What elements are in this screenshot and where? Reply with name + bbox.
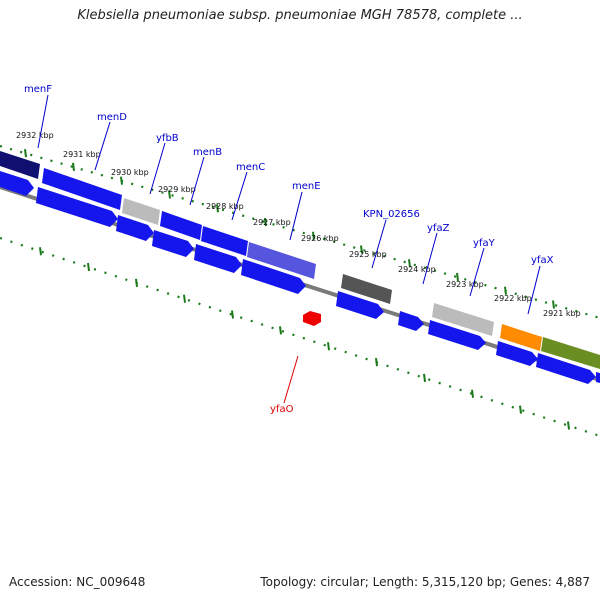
- map-title: Klebsiella pneumoniae subsp. pneumoniae …: [77, 8, 523, 23]
- gene-yfbB[interactable]: [122, 198, 160, 225]
- major-tick: [72, 162, 75, 172]
- gene-r11[interactable]: [536, 353, 596, 384]
- major-tick: [168, 190, 171, 199]
- gene-r5[interactable]: [194, 244, 242, 273]
- accession-text: Accession: NC_009648: [9, 575, 146, 589]
- gene-r8[interactable]: [398, 311, 424, 331]
- gene-r2[interactable]: [36, 187, 118, 227]
- major-tick: [264, 217, 267, 227]
- gene-r1[interactable]: [0, 171, 34, 196]
- major-tick: [183, 294, 186, 303]
- kbp-tick-label: 2927 kbp: [253, 218, 291, 227]
- gene-menB[interactable]: [160, 211, 202, 240]
- gene-yfaZ-grey[interactable]: [432, 303, 494, 336]
- gene-olive[interactable]: [541, 337, 600, 369]
- kbp-tick-label: 2929 kbp: [158, 185, 196, 194]
- kbp-tick-label: 2925 kbp: [349, 250, 387, 259]
- label-menB: menB: [193, 147, 222, 158]
- gene-r9[interactable]: [428, 320, 486, 350]
- kbp-tick-label: 2924 kbp: [398, 265, 436, 274]
- label-yfaY: yfaY: [473, 238, 496, 249]
- label-leader-lines: [37, 94, 541, 404]
- label-yfaX: yfaX: [531, 255, 554, 266]
- forward-strand-genes: [0, 151, 600, 369]
- genome-summary-text: Topology: circular; Length: 5,315,120 bp…: [260, 575, 590, 589]
- major-ticks: [24, 149, 570, 430]
- major-tick: [231, 310, 234, 319]
- gene-r12[interactable]: [596, 372, 600, 383]
- kbp-tick-label: 2922 kbp: [494, 294, 532, 303]
- major-tick: [279, 326, 282, 335]
- major-tick: [135, 278, 138, 288]
- major-tick: [327, 342, 330, 351]
- label-yfaZ: yfaZ: [427, 223, 450, 234]
- reverse-strand-genes: [0, 171, 600, 384]
- major-tick: [360, 245, 363, 254]
- major-tick: [39, 247, 42, 256]
- gene-menE[interactable]: [247, 242, 316, 279]
- gene-menF[interactable]: [0, 151, 40, 179]
- gene-menC[interactable]: [201, 226, 248, 256]
- major-tick: [519, 405, 522, 414]
- kbp-tick-label: 2923 kbp: [446, 280, 484, 289]
- kbp-tick-label: 2926 kbp: [301, 234, 339, 243]
- kbp-tick-label: 2932 kbp: [16, 131, 54, 140]
- major-tick: [552, 300, 555, 309]
- gene-r6[interactable]: [241, 259, 306, 294]
- gene-menD[interactable]: [42, 168, 122, 210]
- kbp-labels: 2932 kbp 2931 kbp 2930 kbp 2929 kbp 2928 kbp…: [16, 131, 581, 318]
- label-menF: menF: [24, 84, 52, 95]
- kbp-tick-label: 2931 kbp: [63, 150, 101, 159]
- gene-r10[interactable]: [496, 341, 538, 366]
- gene-KPN_02656[interactable]: [341, 274, 392, 304]
- outer-tick-track: [0, 144, 600, 320]
- label-yfaO: yfaO: [270, 404, 294, 415]
- gene-yfaO[interactable]: [303, 311, 321, 326]
- gene-name-labels: menF menD yfbB menB menC menE KPN_02656 …: [24, 84, 554, 415]
- major-tick: [216, 204, 219, 213]
- kbp-tick-label: 2921 kbp: [543, 309, 581, 318]
- major-tick: [471, 389, 474, 398]
- kbp-tick-label: 2930 kbp: [111, 168, 149, 177]
- label-menD: menD: [97, 112, 127, 123]
- label-KPN_02656: KPN_02656: [363, 209, 420, 220]
- label-menE: menE: [292, 181, 321, 192]
- major-tick: [408, 259, 411, 268]
- gene-r3[interactable]: [116, 215, 154, 241]
- gene-r7[interactable]: [336, 291, 384, 319]
- major-tick: [87, 262, 90, 272]
- gene-yfaX[interactable]: [500, 324, 542, 351]
- gene-r4[interactable]: [152, 230, 194, 257]
- major-tick: [456, 272, 459, 282]
- major-tick: [423, 373, 426, 383]
- label-menC: menC: [236, 162, 265, 173]
- major-tick: [120, 176, 123, 185]
- major-tick: [312, 231, 315, 240]
- label-yfbB: yfbB: [156, 133, 179, 144]
- kbp-tick-label: 2928 kbp: [206, 202, 244, 211]
- major-tick: [567, 421, 570, 430]
- major-tick: [24, 149, 27, 158]
- major-tick: [504, 286, 507, 295]
- major-tick: [375, 357, 378, 367]
